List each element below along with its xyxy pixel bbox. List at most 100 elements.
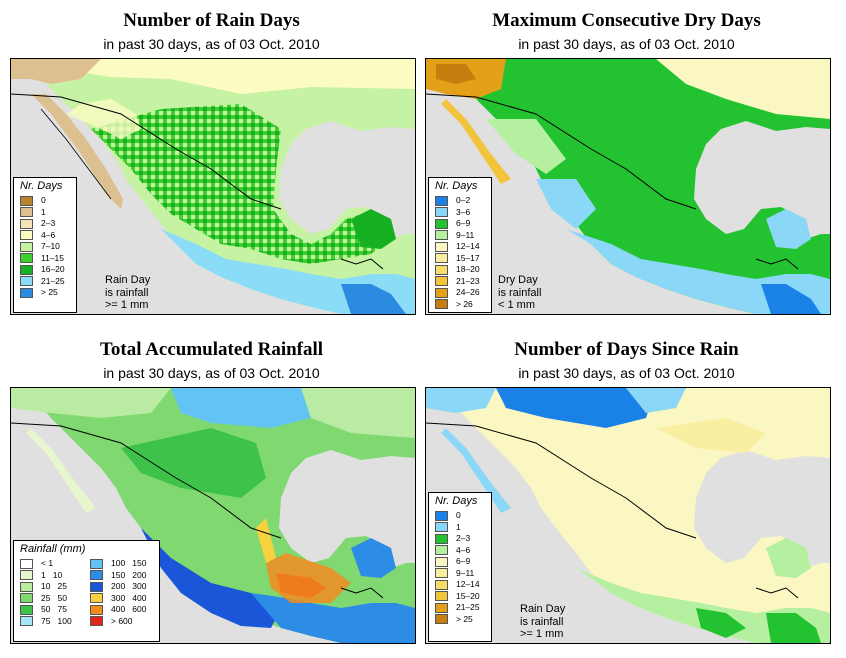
legend-row: 4–6 xyxy=(429,545,491,557)
legend-swatch xyxy=(435,287,448,298)
legend-label: 4–6 xyxy=(41,229,56,240)
legend-swatch xyxy=(435,230,448,241)
legend-swatch xyxy=(20,604,33,615)
legend-label: < 1 xyxy=(41,558,54,568)
legend-label: 1 xyxy=(456,521,461,532)
legend-row: 21–25 xyxy=(429,602,491,614)
legend-items: 0 1 2–3 4–6 6–9 9–11 12–14 15–20 21–25 > 25 xyxy=(429,510,491,625)
legend-swatch xyxy=(90,581,103,592)
legend-swatch xyxy=(90,570,103,581)
legend-label: > 26 xyxy=(456,298,473,309)
legend-label: 21–23 xyxy=(456,275,480,286)
legend-label: 0 xyxy=(456,510,461,520)
legend-row: 3–6 xyxy=(429,207,491,219)
dry-day-note: Dry Day is rainfall < 1 mm xyxy=(498,274,541,312)
legend-label: 16–20 xyxy=(41,264,65,274)
legend-swatch xyxy=(20,207,33,218)
map-rain-days: Nr. Days 0 1 2–3 4–6 7–10 11–15 16–20 21–25 > 25… xyxy=(10,58,416,315)
note-line: Rain Day xyxy=(520,603,566,615)
legend-label: 12–14 xyxy=(456,241,480,251)
legend-swatch xyxy=(20,264,33,275)
legend-swatch xyxy=(20,581,33,592)
legend-column: 100 150 150 200 200 300 300 400 400 600 > 600 xyxy=(84,558,154,627)
legend-swatch xyxy=(435,602,448,613)
note-line: is rainfall xyxy=(520,615,564,628)
note-line: < 1 mm xyxy=(498,299,535,311)
legend-label: 7–10 xyxy=(41,241,60,251)
legend-row: 0–2 xyxy=(429,195,491,207)
legend-swatch xyxy=(435,522,448,533)
legend-row: < 1 xyxy=(14,558,84,570)
legend-swatch xyxy=(20,195,33,206)
legend-label: 25 50 xyxy=(41,592,67,603)
legend-row: 7–10 xyxy=(14,241,76,253)
legend-row: 11–15 xyxy=(14,253,76,265)
legend-row: 150 200 xyxy=(84,570,154,582)
legend-row: 0 xyxy=(429,510,491,522)
legend-row: > 25 xyxy=(14,287,76,299)
legend-swatch xyxy=(435,264,448,275)
panel-days-since-rain: Number of Days Since Rain in past 30 day… xyxy=(415,329,838,658)
legend-row: 21–25 xyxy=(14,276,76,288)
legend-label: 2–3 xyxy=(41,218,56,228)
legend-column: 0–2 3–6 6–9 9–11 12–14 15–17 18–20 21–23 24–26 > … xyxy=(429,195,491,310)
legend: Nr. Days 0 1 2–3 4–6 7–10 11–15 16–20 21–25 > 25 xyxy=(13,177,77,313)
legend-row: 21–23 xyxy=(429,276,491,288)
legend-row: 18–20 xyxy=(429,264,491,276)
panel-rain-days: Number of Rain Days in past 30 days, as … xyxy=(0,0,423,329)
legend-label: 1 xyxy=(41,206,46,217)
rain-day-note: Rain Day is rainfall >= 1 mm xyxy=(105,274,150,312)
legend-swatch xyxy=(435,545,448,556)
legend-row: 200 300 xyxy=(84,581,154,593)
legend-label: 0–2 xyxy=(456,195,471,205)
legend-row: 10 25 xyxy=(14,581,84,593)
legend-row: > 25 xyxy=(429,614,491,626)
legend-swatch xyxy=(20,241,33,252)
legend-swatch xyxy=(435,253,448,264)
legend-swatch xyxy=(90,604,103,615)
legend: Nr. Days 0–2 3–6 6–9 9–11 12–14 15–17 18–20 21–… xyxy=(428,177,492,313)
note-line: >= 1 mm xyxy=(520,628,564,640)
legend-label: 150 200 xyxy=(111,569,147,580)
legend-row: 300 400 xyxy=(84,593,154,605)
legend-label: 0 xyxy=(41,195,46,205)
legend-swatch xyxy=(20,253,33,264)
legend-title: Nr. Days xyxy=(435,495,478,507)
legend-row: 1 xyxy=(429,522,491,534)
panel-title: Total Accumulated Rainfall xyxy=(99,339,324,360)
panel-subtitle: in past 30 days, as of 03 Oct. 2010 xyxy=(518,36,735,52)
legend-label: 15–20 xyxy=(456,590,480,601)
legend-label: 2–3 xyxy=(456,533,471,543)
legend-column: 0 1 2–3 4–6 6–9 9–11 12–14 15–20 21–25 > 25 xyxy=(429,510,491,625)
legend-swatch xyxy=(20,218,33,229)
legend-row: 2–3 xyxy=(429,533,491,545)
note-line: is rainfall xyxy=(105,286,149,299)
note-line: Rain Day xyxy=(105,274,151,286)
legend-row: 12–14 xyxy=(429,579,491,591)
legend-title: Nr. Days xyxy=(435,180,478,192)
legend-label: 12–14 xyxy=(456,579,480,589)
legend-row: 9–11 xyxy=(429,568,491,580)
legend-title: Nr. Days xyxy=(20,180,63,192)
map-dry-days: Nr. Days 0–2 3–6 6–9 9–11 12–14 15–17 18–20 21–… xyxy=(425,58,831,315)
legend-swatch xyxy=(435,195,448,206)
legend-swatch xyxy=(435,556,448,567)
legend: Nr. Days 0 1 2–3 4–6 6–9 9–11 12–14 15–20 21–25 >… xyxy=(428,492,492,642)
legend-label: 6–9 xyxy=(456,218,471,228)
note-line: >= 1 mm xyxy=(105,299,149,311)
note-line: is rainfall xyxy=(498,286,542,299)
legend-label: 200 300 xyxy=(111,581,147,591)
legend-row: 0 xyxy=(14,195,76,207)
legend-swatch xyxy=(90,593,103,604)
legend-swatch xyxy=(435,614,448,625)
panel-subtitle: in past 30 days, as of 03 Oct. 2010 xyxy=(103,36,320,52)
legend-label: 75 100 xyxy=(41,615,72,626)
legend-label: 21–25 xyxy=(41,275,65,286)
legend-label: 4–6 xyxy=(456,544,471,555)
legend-swatch xyxy=(20,558,33,569)
legend-title: Rainfall (mm) xyxy=(20,543,86,555)
